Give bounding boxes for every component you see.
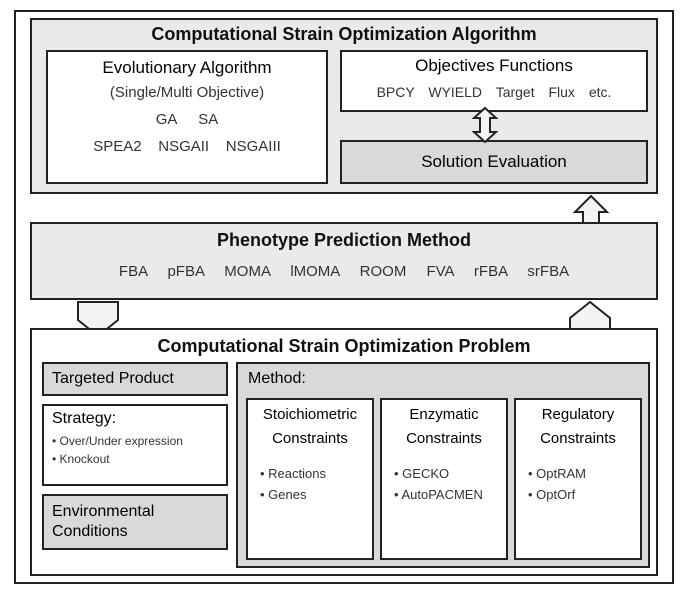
evo-item: NSGAII xyxy=(158,138,209,155)
outer-frame: Computational Strain Optimization Algori… xyxy=(14,10,674,584)
strategy-list: Over/Under expression Knockout xyxy=(52,434,218,466)
environmental-conditions-box: Environmental Conditions xyxy=(42,494,228,550)
obj-item: BPCY xyxy=(377,84,415,100)
pheno-item: ROOM xyxy=(360,263,407,280)
evo-item: SPEA2 xyxy=(93,138,141,155)
strategy-title: Strategy: xyxy=(52,410,218,428)
solution-title: Solution Evaluation xyxy=(342,142,646,182)
evo-row1: GA SA xyxy=(48,111,326,128)
env-line1: Environmental xyxy=(52,502,218,522)
reg-item: OptRAM xyxy=(528,466,640,481)
obj-item: etc. xyxy=(589,84,612,100)
evo-item: NSGAIII xyxy=(226,138,281,155)
problem-section: Computational Strain Optimization Proble… xyxy=(30,328,658,576)
pheno-item: rFBA xyxy=(474,263,507,280)
obj-item: WYIELD xyxy=(428,84,482,100)
strategy-box: Strategy: Over/Under expression Knockout xyxy=(42,404,228,486)
evo-item: GA xyxy=(156,111,178,128)
algorithm-title: Computational Strain Optimization Algori… xyxy=(32,24,656,45)
phenotype-title: Phenotype Prediction Method xyxy=(32,230,656,251)
stoichiometric-constraints-box: Stoichiometric Constraints Reactions Gen… xyxy=(246,398,374,560)
objectives-items: BPCY WYIELD Target Flux etc. xyxy=(342,84,646,100)
objectives-box: Objectives Functions BPCY WYIELD Target … xyxy=(340,50,648,112)
enzyme-list: GECKO AutoPACMEN xyxy=(382,466,506,502)
pheno-item: pFBA xyxy=(167,263,204,280)
method-title: Method: xyxy=(238,364,648,388)
method-box: Method: Stoichiometric Constraints React… xyxy=(236,362,650,568)
stoich-item: Reactions xyxy=(260,466,372,481)
solution-box: Solution Evaluation xyxy=(340,140,648,184)
reg-title2: Constraints xyxy=(516,430,640,448)
enzyme-item: GECKO xyxy=(394,466,506,481)
algorithm-section: Computational Strain Optimization Algori… xyxy=(30,18,658,194)
evo-item: SA xyxy=(198,111,218,128)
phenotype-section: Phenotype Prediction Method FBA pFBA MOM… xyxy=(30,222,658,300)
pheno-item: MOMA xyxy=(224,263,270,280)
enzyme-title2: Constraints xyxy=(382,430,506,448)
targeted-product-title: Targeted Product xyxy=(44,364,226,394)
targeted-product-box: Targeted Product xyxy=(42,362,228,396)
enzyme-title1: Enzymatic xyxy=(382,406,506,424)
stoich-title1: Stoichiometric xyxy=(248,406,372,424)
enzyme-item: AutoPACMEN xyxy=(394,487,506,502)
arrow-obj-solution-icon xyxy=(468,108,502,142)
objectives-title: Objectives Functions xyxy=(342,56,646,76)
evolutionary-algorithm-box: Evolutionary Algorithm (Single/Multi Obj… xyxy=(46,50,328,184)
regulatory-constraints-box: Regulatory Constraints OptRAM OptOrf xyxy=(514,398,642,560)
reg-list: OptRAM OptOrf xyxy=(516,466,640,502)
pheno-item: FVA xyxy=(427,263,454,280)
pheno-item: lMOMA xyxy=(290,263,339,280)
evo-subtitle: (Single/Multi Objective) xyxy=(48,84,326,101)
problem-title: Computational Strain Optimization Proble… xyxy=(32,336,656,357)
env-line2: Conditions xyxy=(52,522,218,542)
evo-title: Evolutionary Algorithm xyxy=(48,58,326,78)
obj-item: Target Flux xyxy=(496,84,575,100)
stoich-title2: Constraints xyxy=(248,430,372,448)
reg-title1: Regulatory xyxy=(516,406,640,424)
phenotype-items: FBA pFBA MOMA lMOMA ROOM FVA rFBA srFBA xyxy=(32,263,656,280)
stoich-list: Reactions Genes xyxy=(248,466,372,502)
pheno-item: srFBA xyxy=(527,263,569,280)
pheno-item: FBA xyxy=(119,263,147,280)
strategy-item: Over/Under expression xyxy=(52,434,218,448)
strategy-item: Knockout xyxy=(52,452,218,466)
reg-item: OptOrf xyxy=(528,487,640,502)
evo-row2: SPEA2 NSGAII NSGAIII xyxy=(48,138,326,155)
stoich-item: Genes xyxy=(260,487,372,502)
enzymatic-constraints-box: Enzymatic Constraints GECKO AutoPACMEN xyxy=(380,398,508,560)
